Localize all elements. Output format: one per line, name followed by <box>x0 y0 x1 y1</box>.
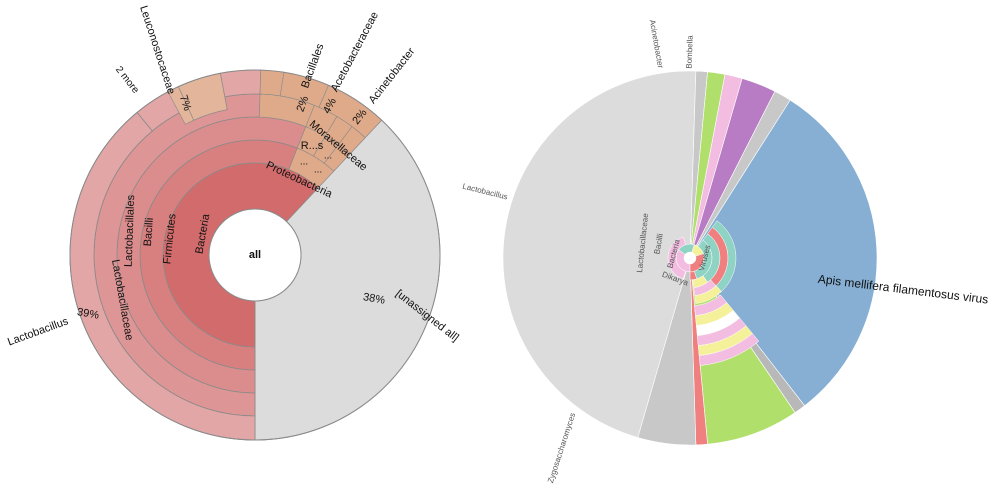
inner-ring-4-1[interactable] <box>694 285 722 304</box>
label-rs: R...s <box>301 140 324 152</box>
label-zygosaccharomyces: Zygosaccharomyces <box>546 412 577 485</box>
label-lactobacillus-r: Lactobacillus <box>462 182 509 202</box>
left-sunburst <box>69 69 441 441</box>
inner-ring-1-0[interactable] <box>667 236 686 280</box>
label-lactobacillus: Lactobacillus <box>6 315 70 348</box>
right-sunburst <box>502 70 878 446</box>
label-bacillales-pct: 2% <box>295 94 312 113</box>
center-label-all: all <box>249 249 261 261</box>
wedge-bacillales[interactable] <box>259 69 285 97</box>
pastel-band-5 <box>698 333 760 366</box>
label-dots-3: ... <box>324 151 332 162</box>
label-firmicutes: Firmicutes <box>161 213 178 265</box>
label-two-more: 2 more <box>113 64 141 96</box>
label-dots-2: ... <box>314 165 322 176</box>
label-acinetobacter: Acinetobacter <box>366 45 417 106</box>
label-bombella: Bombella <box>685 35 695 69</box>
label-bacilli-r: Bacilli <box>652 233 665 255</box>
label-unassigned-pct: 38% <box>362 291 386 307</box>
label-leuconostocaceae-pct: 7% <box>177 94 193 113</box>
label-bacilli: Bacilli <box>142 217 156 247</box>
label-acetobacteraceae: Acetobacteraceae <box>329 10 381 94</box>
label-lactobacillales: Lactobacillales <box>123 194 138 267</box>
label-leuconostocaceae: Leuconostocaceae <box>137 4 177 96</box>
right-center <box>684 252 696 264</box>
wedge-bacillales-inner[interactable] <box>259 93 315 128</box>
left-outline <box>69 69 441 441</box>
label-dots-1: ... <box>300 157 308 168</box>
label-acinetobacter-r: Acinetobacter <box>648 19 665 69</box>
label-lactobacillus-pct: 39% <box>76 306 100 322</box>
center-hole[interactable] <box>208 208 302 302</box>
